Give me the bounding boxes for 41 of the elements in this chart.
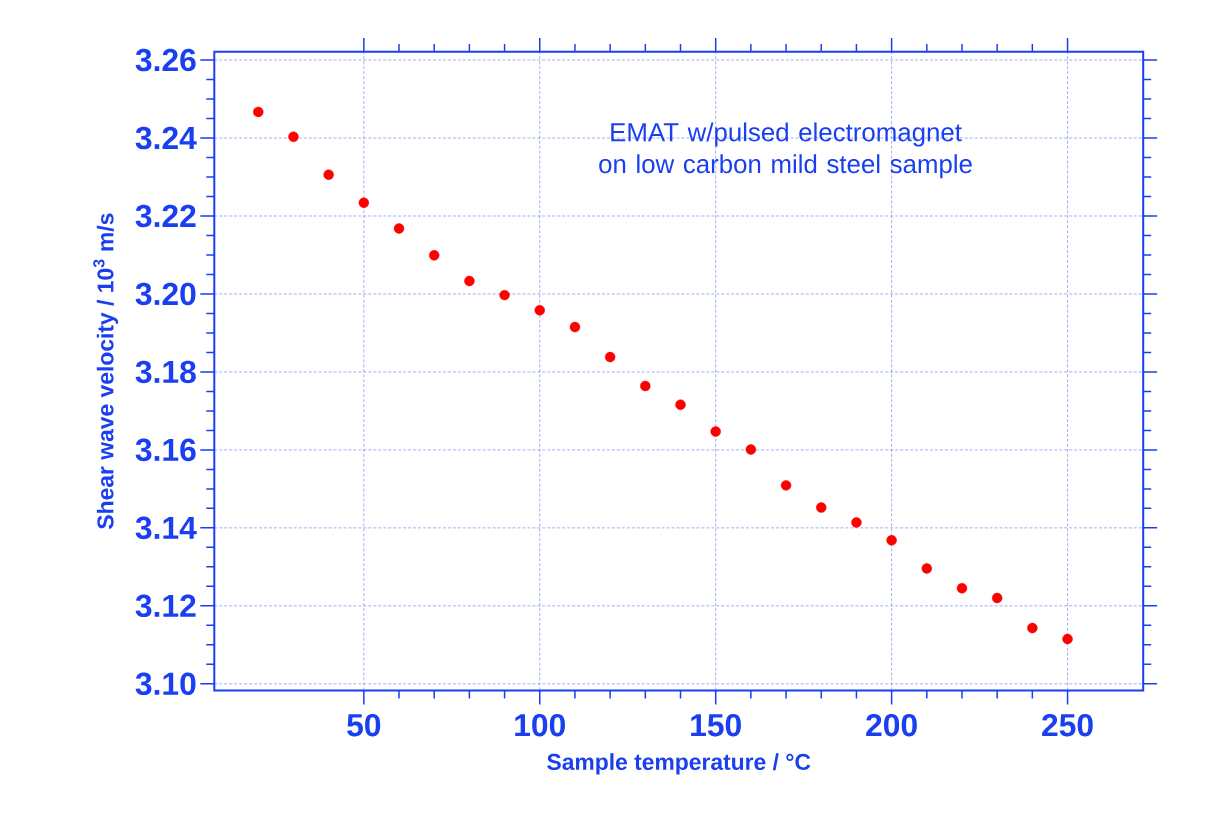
point xyxy=(675,399,686,410)
point xyxy=(288,131,299,142)
point xyxy=(1027,622,1038,634)
point xyxy=(393,223,405,234)
x-tick-label: 50 xyxy=(347,713,381,737)
point xyxy=(745,444,757,455)
point xyxy=(323,169,334,180)
point xyxy=(780,480,792,491)
point xyxy=(253,106,264,118)
point xyxy=(921,563,932,574)
x-tick-label: 100 xyxy=(515,713,565,737)
point xyxy=(464,275,475,287)
y-tick-label: 3.24 xyxy=(135,126,197,150)
y-tick-label: 3.20 xyxy=(135,282,196,306)
y-tick-label: 3.18 xyxy=(135,360,196,384)
annotation: EMAT w/pulsed electromagnet on low carbon mild steel sample xyxy=(599,122,972,179)
point xyxy=(991,592,1003,604)
point xyxy=(429,250,440,261)
point xyxy=(534,305,545,316)
y-tick-label: 3.10 xyxy=(135,672,196,696)
x-axis-title: Sample temperature / °C xyxy=(547,753,811,775)
point xyxy=(1062,633,1073,645)
point xyxy=(499,289,510,301)
x-tick-label: 200 xyxy=(866,713,917,737)
point xyxy=(640,380,651,392)
y-tick-label: 3.16 xyxy=(135,438,196,462)
y-tick-label: 3.26 xyxy=(135,48,196,72)
y-tick-label: 3.14 xyxy=(135,516,197,540)
point xyxy=(710,426,721,437)
y-tick-label: 3.22 xyxy=(135,204,196,228)
point xyxy=(604,351,616,363)
point xyxy=(956,583,968,594)
y-axis-title: Shear wave velocity / 10$^{3}$ m/s xyxy=(93,213,119,529)
point xyxy=(816,502,827,513)
point xyxy=(358,197,370,208)
x-tick-label: 150 xyxy=(691,713,741,737)
y-tick-label: 3.12 xyxy=(135,594,196,618)
x-tick-label: 250 xyxy=(1042,713,1093,737)
point xyxy=(569,321,581,333)
point xyxy=(886,535,897,546)
point xyxy=(851,517,862,528)
